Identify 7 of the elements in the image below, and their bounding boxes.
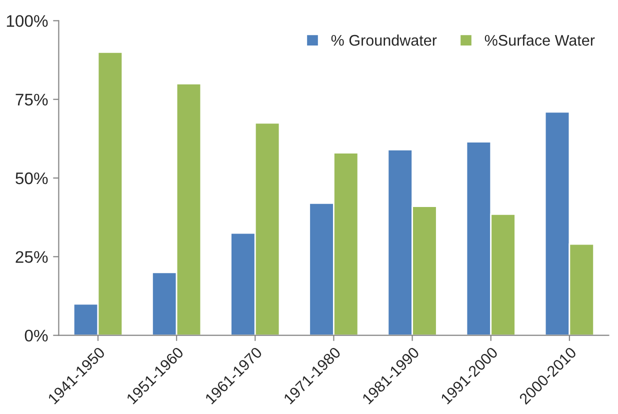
y-tick-label: 75% — [16, 94, 48, 106]
legend-label: % Groundwater — [331, 34, 437, 46]
legend-label: %Surface Water — [484, 34, 595, 46]
y-tick-label: 50% — [16, 172, 48, 184]
y-tick-label: 25% — [16, 251, 48, 263]
y-tick-label: 100% — [6, 15, 48, 27]
y-tick-label: 0% — [24, 330, 48, 342]
